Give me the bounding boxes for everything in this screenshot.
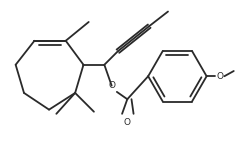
Text: O: O <box>108 81 115 90</box>
Text: O: O <box>124 118 131 127</box>
Text: O: O <box>217 72 224 81</box>
